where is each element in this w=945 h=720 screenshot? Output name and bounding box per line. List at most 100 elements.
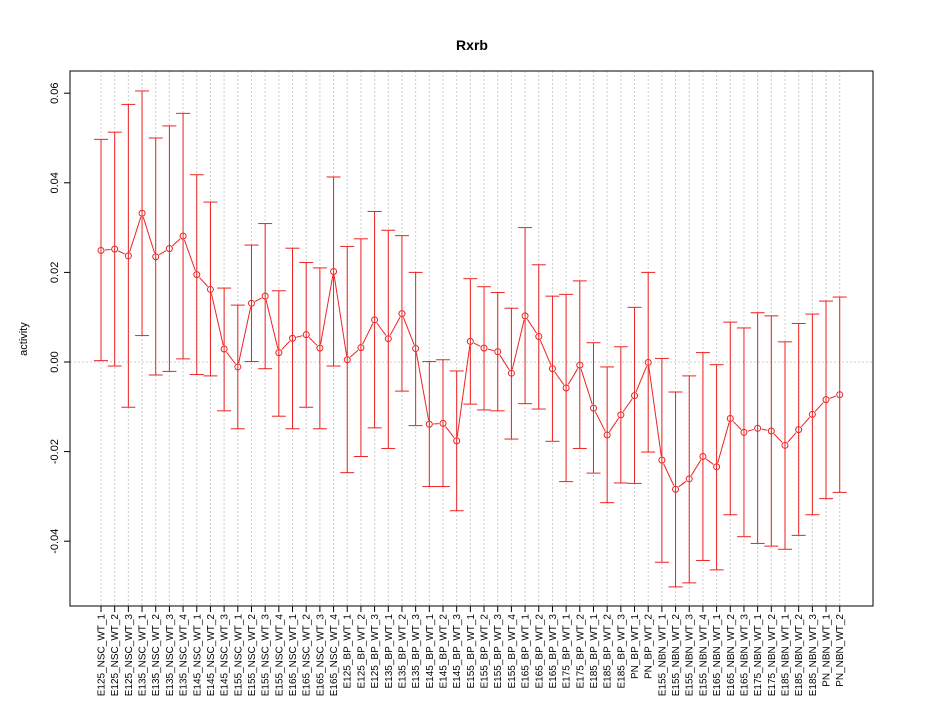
data-point: [589, 404, 597, 412]
x-tick-label: PN_NBN_WT_1: [822, 614, 833, 687]
series-segment: [308, 337, 318, 346]
data-point: [631, 392, 639, 400]
data-point: [398, 310, 406, 318]
series-segment: [773, 433, 783, 443]
series-segment: [389, 316, 401, 336]
data-point: [111, 245, 119, 253]
x-tick-label: E165_BP_WT_2: [534, 614, 545, 689]
series-segment: [732, 420, 742, 430]
x-tick-label: E145_NSC_WT_1: [192, 614, 203, 697]
x-tick-label: E175_NBN_WT_1: [753, 614, 764, 697]
x-tick-label: E165_BP_WT_3: [548, 614, 559, 689]
x-tick-label: E155_BP_WT_1: [466, 614, 477, 689]
x-tick-label: E135_NSC_WT_1: [138, 614, 149, 697]
data-point: [165, 245, 173, 253]
data-point: [466, 337, 474, 345]
y-axis: -0.04 -0.02 0.00 0.02 0.04 0.06: [49, 82, 71, 554]
series-segment: [761, 428, 768, 431]
y-tick-label: 0.06: [49, 82, 61, 103]
x-tick-label: E175_NBN_WT_2: [767, 614, 778, 697]
x-tick-label: E155_NBN_WT_2: [671, 614, 682, 697]
series-segment: [511, 319, 525, 370]
data-point: [603, 431, 611, 439]
series-segment: [142, 216, 155, 254]
data-point: [384, 335, 392, 343]
data-point: [658, 456, 666, 464]
x-tick-label: E145_BP_WT_3: [452, 614, 463, 689]
y-axis-label: activity: [18, 322, 30, 356]
series-segment: [281, 340, 291, 351]
series-segment: [635, 365, 648, 393]
data-point: [97, 246, 105, 254]
x-tick-label: E165_BP_WT_1: [521, 614, 532, 689]
x-tick-label: E165_NSC_WT_2: [302, 614, 313, 697]
data-point: [562, 384, 570, 392]
data-point: [507, 369, 515, 377]
data-point: [795, 426, 803, 434]
x-tick-label: PN_BP_WT_1: [630, 614, 641, 679]
x-tick-label: E145_BP_WT_2: [439, 614, 450, 689]
x-tick-label: E155_NSC_WT_3: [261, 614, 272, 697]
x-tick-label: E135_NSC_WT_2: [151, 614, 162, 697]
x-tick-label: E125_NSC_WT_1: [97, 614, 108, 697]
data-point: [343, 356, 351, 364]
x-tick-label: E135_NSC_WT_4: [179, 614, 190, 697]
series-segment: [487, 348, 494, 352]
data-point: [644, 358, 652, 366]
series-segment: [118, 250, 125, 255]
series-segment: [226, 351, 236, 365]
series-segment: [580, 368, 593, 405]
data-point-layer: [97, 209, 844, 493]
y-tick-label: 0.02: [49, 262, 61, 283]
data-point: [767, 427, 775, 435]
x-tick-label: E185_BP_WT_1: [589, 614, 600, 689]
data-point: [521, 312, 529, 320]
series-segment: [238, 307, 252, 364]
x-tick-label: E185_NBN_WT_3: [808, 614, 819, 697]
series-segment: [829, 395, 837, 399]
series-segment: [648, 366, 662, 457]
series-segment: [172, 238, 181, 247]
data-point: [152, 253, 160, 261]
series-segment: [747, 428, 754, 432]
data-point: [822, 396, 830, 404]
series-segment: [129, 216, 142, 253]
data-point: [494, 348, 502, 356]
series-segment: [800, 417, 811, 428]
series-segment: [349, 349, 359, 358]
x-tick-label: E125_NSC_WT_3: [124, 614, 135, 697]
y-tick-label: -0.02: [49, 439, 61, 464]
x-tick-label: PN_BP_WT_2: [644, 614, 655, 679]
series-segment: [554, 371, 565, 386]
data-point: [808, 410, 816, 418]
y-tick-label: 0.04: [49, 172, 61, 193]
series-segment: [690, 459, 702, 476]
x-tick-label: E125_BP_WT_2: [356, 614, 367, 689]
data-point: [740, 428, 748, 436]
data-point: [357, 344, 365, 352]
data-point: [713, 463, 721, 471]
y-tick-label: 0.00: [49, 351, 61, 372]
x-tick-label: E155_NBN_WT_3: [685, 614, 696, 697]
data-point: [425, 420, 433, 428]
x-tick-label: E125_NSC_WT_2: [110, 614, 121, 697]
series-segment: [199, 277, 209, 287]
series-segment: [456, 345, 471, 437]
series-line-layer: [104, 216, 837, 488]
x-tick-label: E145_BP_WT_1: [425, 614, 436, 689]
series-segment: [678, 480, 687, 488]
data-point: [234, 363, 242, 371]
data-point: [548, 365, 556, 373]
series-segment: [473, 342, 481, 347]
x-axis: E125_NSC_WT_1 E125_NSC_WT_2 E125_NSC_WT_3 E…: [97, 605, 846, 697]
series-segment: [787, 432, 797, 443]
series-segment: [254, 297, 262, 302]
x-tick-label: E185_NBN_WT_2: [794, 614, 805, 697]
series-segment: [608, 417, 620, 432]
series-segment: [183, 239, 196, 272]
x-tick-label: E155_BP_WT_2: [480, 614, 491, 689]
series-segment: [296, 335, 303, 338]
series-segment: [265, 299, 279, 349]
data-point: [302, 331, 310, 339]
